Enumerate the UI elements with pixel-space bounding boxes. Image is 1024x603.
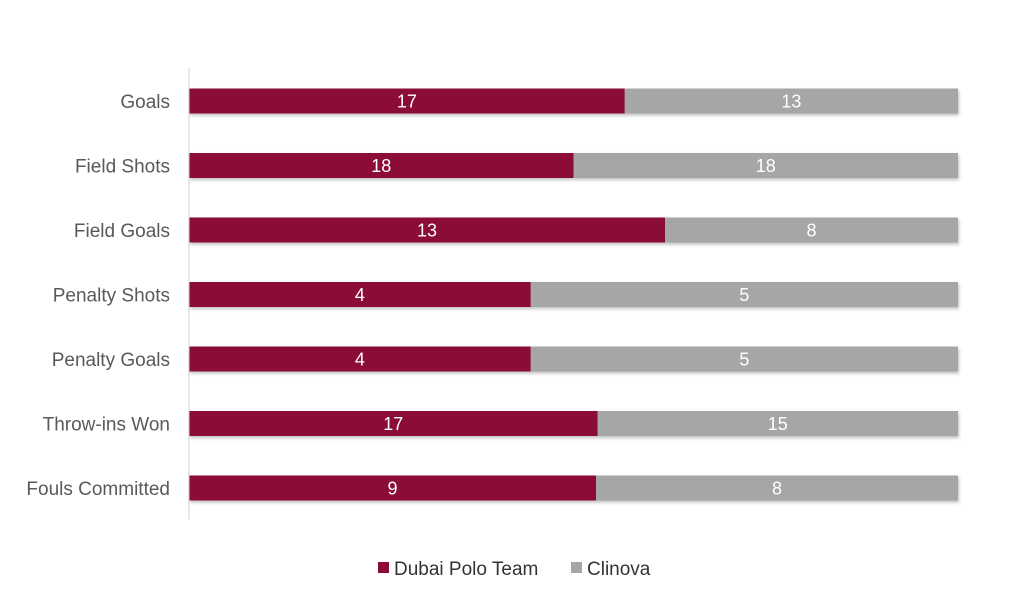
data-label-dubai-polo-team-field-shots: 18 <box>371 156 391 176</box>
category-label-penalty-goals: Penalty Goals <box>52 350 170 371</box>
bar-dubai-polo-team-penalty-goals <box>189 346 531 372</box>
legend-label-dubai-polo-team: Dubai Polo Team <box>394 559 538 580</box>
data-label-clinova-fouls-committed: 8 <box>772 479 782 499</box>
category-label-field-goals: Field Goals <box>74 221 170 242</box>
bar-dubai-polo-team-goals <box>189 88 625 114</box>
legend-label-clinova: Clinova <box>587 559 651 580</box>
data-label-clinova-field-goals: 8 <box>807 221 817 241</box>
category-label-fouls-committed: Fouls Committed <box>26 479 170 500</box>
data-label-clinova-field-shots: 18 <box>756 156 776 176</box>
data-label-clinova-penalty-goals: 5 <box>739 350 749 370</box>
legend-swatch-clinova <box>571 562 582 573</box>
category-labels: Goals Field Shots Field Goals Penalty Shots… <box>26 92 170 500</box>
bar-clinova-field-shots <box>573 153 958 178</box>
legend: Dubai Polo Team Clinova <box>378 559 651 580</box>
bar-clinova-goals <box>624 88 958 114</box>
category-label-goals: Goals <box>120 92 170 113</box>
bars-layer: 17 13 18 18 13 8 4 5 4 5 17 15 9 8 <box>189 88 958 501</box>
bar-clinova-fouls-committed <box>596 475 958 501</box>
bar-dubai-polo-team-penalty-shots <box>189 282 531 307</box>
data-label-dubai-polo-team-fouls-committed: 9 <box>388 479 398 499</box>
data-label-clinova-penalty-shots: 5 <box>739 285 749 305</box>
bar-dubai-polo-team-throw-ins-won <box>189 411 598 436</box>
bar-dubai-polo-team-fouls-committed <box>189 475 597 501</box>
bar-dubai-polo-team-field-goals <box>189 217 666 243</box>
data-label-dubai-polo-team-penalty-shots: 4 <box>355 285 365 305</box>
bar-clinova-field-goals <box>665 217 958 243</box>
bar-clinova-penalty-shots <box>530 282 958 307</box>
category-label-field-shots: Field Shots <box>75 157 170 178</box>
bar-dubai-polo-team-field-shots <box>189 153 574 178</box>
category-label-throw-ins-won: Throw-ins Won <box>43 415 170 436</box>
data-label-dubai-polo-team-penalty-goals: 4 <box>355 350 365 370</box>
data-label-dubai-polo-team-goals: 17 <box>397 92 417 112</box>
bar-clinova-throw-ins-won <box>597 411 958 436</box>
legend-swatch-dubai-polo-team <box>378 562 389 573</box>
data-label-clinova-throw-ins-won: 15 <box>768 414 788 434</box>
bar-clinova-penalty-goals <box>530 346 958 372</box>
data-label-clinova-goals: 13 <box>781 92 801 112</box>
category-label-penalty-shots: Penalty Shots <box>53 286 170 307</box>
data-label-dubai-polo-team-field-goals: 13 <box>417 221 437 241</box>
data-label-dubai-polo-team-throw-ins-won: 17 <box>383 414 403 434</box>
